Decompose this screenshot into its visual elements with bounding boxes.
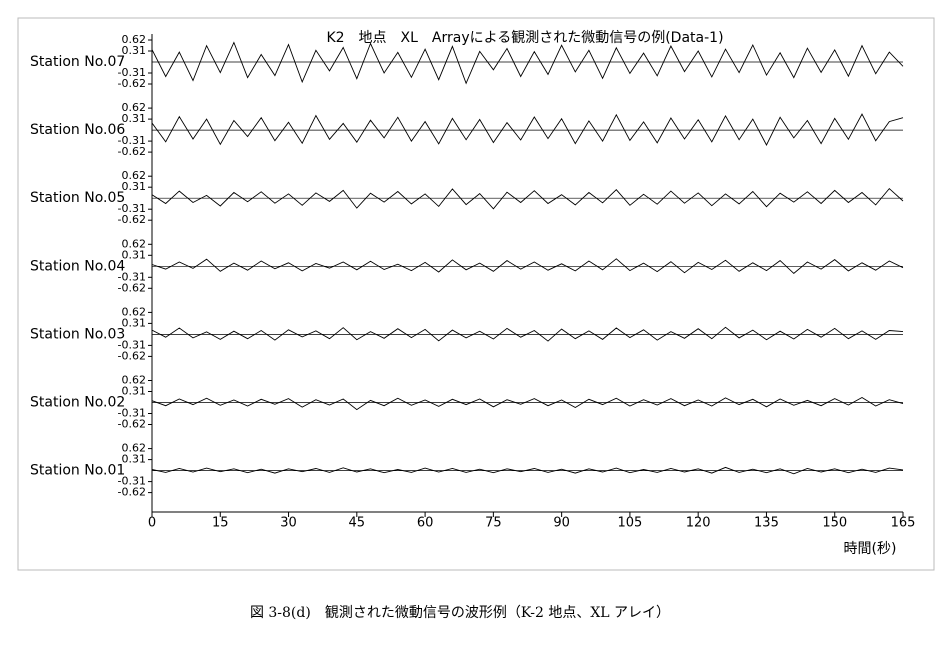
x-tick-label: 120: [686, 516, 711, 531]
y-tick-label: 0.62: [122, 305, 147, 318]
x-tick-label: 150: [822, 516, 847, 531]
waveform: [151, 466, 904, 475]
y-tick-label: -0.62: [118, 486, 146, 499]
y-tick-label: -0.62: [118, 145, 146, 158]
y-tick-label: 0.62: [122, 442, 147, 455]
y-tick-label: 0.62: [122, 237, 147, 250]
waveform: [151, 41, 904, 85]
y-tick-label: -0.31: [118, 407, 146, 420]
y-tick-label: 0.31: [122, 180, 147, 193]
x-tick-label: 30: [280, 516, 297, 531]
y-tick-label: 0.62: [122, 374, 147, 387]
y-tick-label: -0.62: [118, 213, 146, 226]
y-tick-label: -0.62: [118, 281, 146, 294]
y-tick-label: 0.31: [122, 385, 147, 398]
y-tick-label: -0.62: [118, 349, 146, 362]
y-tick-label: 0.31: [122, 316, 147, 329]
y-tick-label: 0.62: [122, 33, 147, 46]
y-tick-label: 0.31: [122, 248, 147, 261]
x-axis-label: 時間(秒): [844, 541, 897, 557]
y-tick-label: -0.31: [118, 338, 146, 351]
station-label: Station No.04: [30, 258, 125, 274]
x-tick-label: 135: [754, 516, 779, 531]
waveform: [151, 326, 904, 342]
x-tick-label: 15: [212, 516, 229, 531]
x-tick-label: 45: [349, 516, 366, 531]
y-tick-label: 0.31: [122, 44, 147, 57]
y-tick-label: -0.31: [118, 270, 146, 283]
station-label: Station No.01: [30, 463, 125, 479]
x-tick-label: 105: [617, 516, 642, 531]
chart-title: K2 地点 XL Arrayによる観測された微動信号の例(Data-1): [326, 29, 723, 46]
y-tick-label: -0.31: [118, 475, 146, 488]
station-label: Station No.05: [30, 190, 125, 206]
waveform: [151, 187, 904, 210]
waveform: [151, 396, 904, 411]
y-tick-label: -0.31: [118, 66, 146, 79]
x-tick-label: 60: [417, 516, 434, 531]
y-tick-label: 0.31: [122, 453, 147, 466]
waveform: [151, 113, 904, 146]
y-tick-label: -0.62: [118, 418, 146, 431]
y-tick-label: 0.62: [122, 101, 147, 114]
x-tick-label: 165: [891, 516, 916, 531]
x-tick-label: 90: [553, 516, 570, 531]
y-tick-label: 0.31: [122, 112, 147, 125]
y-tick-label: -0.31: [118, 202, 146, 215]
y-tick-label: 0.62: [122, 169, 147, 182]
figure-frame: [17, 17, 935, 571]
y-tick-label: -0.31: [118, 134, 146, 147]
y-tick-label: -0.62: [118, 77, 146, 90]
station-label: Station No.03: [30, 326, 125, 342]
station-label: Station No.07: [30, 54, 125, 70]
station-label: Station No.06: [30, 122, 125, 138]
waveform: [151, 258, 904, 275]
caption: 図 3-8(d) 観測された微動信号の波形例（K-2 地点、XL アレイ）: [250, 604, 670, 621]
station-label: Station No.02: [30, 395, 125, 411]
x-tick-label: 75: [485, 516, 502, 531]
x-tick-label: 0: [148, 516, 156, 531]
